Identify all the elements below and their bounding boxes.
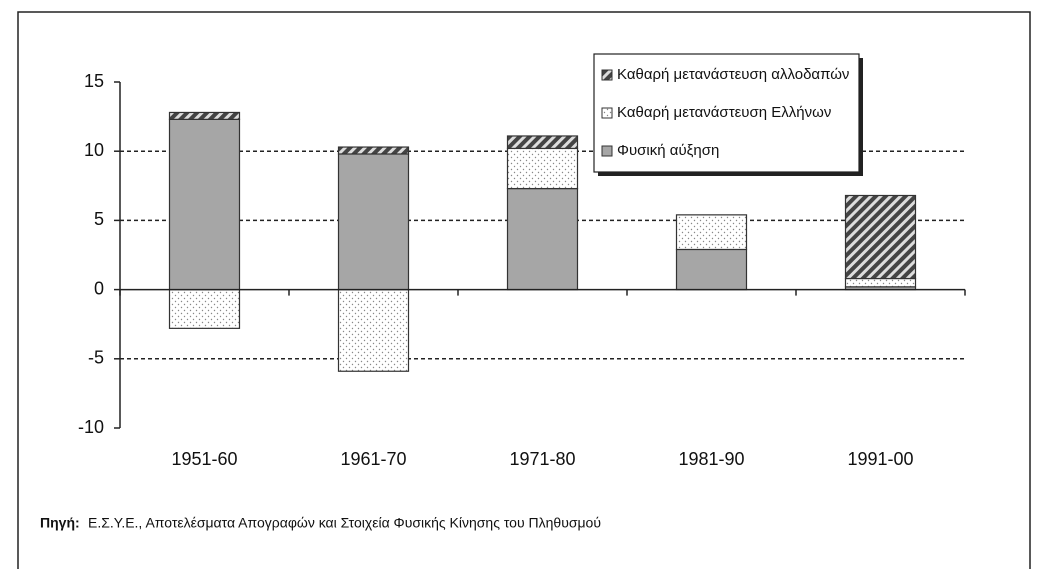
- x-tick-label: 1951-60: [171, 449, 237, 469]
- bar-segment: [675, 248, 748, 291]
- bar-segment: [337, 153, 410, 291]
- source: Ε.Σ.Υ.Ε., Αποτελέσματα Απογραφών και Στο…: [88, 515, 601, 531]
- y-tick-label: 10: [84, 140, 104, 160]
- x-tick-label: 1961-70: [340, 449, 406, 469]
- bar-segment: [168, 118, 241, 291]
- y-tick-label: 5: [94, 209, 104, 229]
- legend-box: [593, 53, 860, 173]
- x-tick-label: 1971-80: [509, 449, 575, 469]
- legend-label: Φυσική αύξηση: [617, 142, 719, 159]
- bar-segment: [675, 214, 748, 251]
- bar-segment: [168, 289, 241, 329]
- bar-segment: [337, 146, 410, 155]
- legend-swatch: [601, 69, 613, 81]
- bar-segment: [844, 194, 917, 280]
- bar-segment: [844, 277, 917, 288]
- bar-segment: [506, 135, 579, 150]
- source-label: Πηγή:: [40, 515, 80, 531]
- x-tick-label: 1981-90: [678, 449, 744, 469]
- y-tick-label: 0: [94, 278, 104, 298]
- y-tick-label: -10: [78, 417, 104, 437]
- bar-segment: [168, 111, 241, 120]
- y-tick-label: 15: [84, 71, 104, 91]
- legend: Καθαρή μετανάστευση αλλοδαπών Καθαρή μετα…: [593, 53, 863, 176]
- legend-swatch: [601, 107, 613, 119]
- bar-segment: [337, 289, 410, 372]
- bar-segment: [506, 147, 579, 190]
- legend-label: Καθαρή μετανάστευση αλλοδαπών: [617, 66, 849, 83]
- legend-swatch: [601, 145, 613, 157]
- x-tick-label: 1991-00: [847, 449, 913, 469]
- y-tick-label: -5: [88, 348, 104, 368]
- legend-label: Καθαρή μετανάστευση Ελλήνων: [617, 104, 831, 121]
- bar-segment: [506, 187, 579, 291]
